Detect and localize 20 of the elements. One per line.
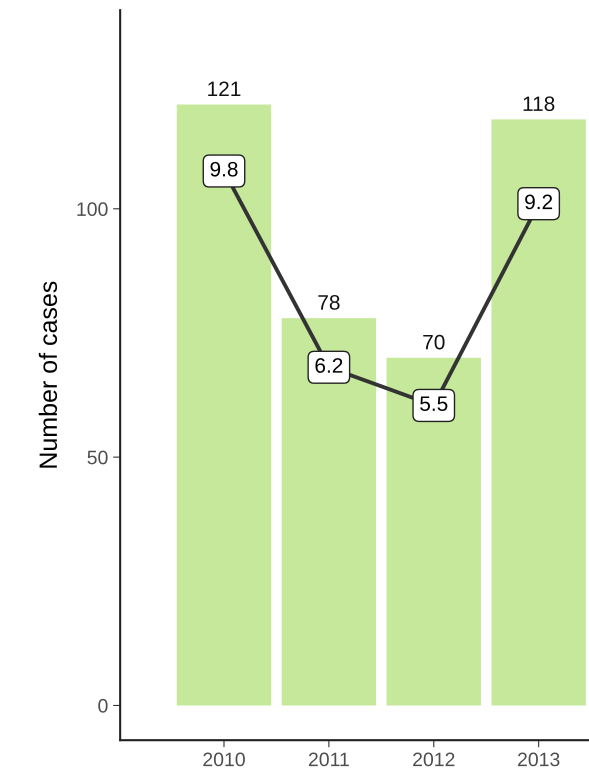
bar xyxy=(176,104,272,706)
bar xyxy=(282,318,376,706)
data-label: 9.2 xyxy=(525,194,552,210)
x-tick-label: 2013 xyxy=(518,752,560,766)
x-tick-label: 2010 xyxy=(203,752,245,766)
bar xyxy=(386,358,481,706)
data-label: 70 xyxy=(423,334,445,350)
data-label: 78 xyxy=(318,295,340,310)
data-label: 9.8 xyxy=(210,162,238,177)
y-tick-label: 100 xyxy=(77,202,108,216)
y-tick-label: 0 xyxy=(98,698,108,713)
data-label: 118 xyxy=(524,96,554,112)
y-tick-label: 50 xyxy=(88,450,108,464)
bar xyxy=(491,119,586,706)
x-tick-label: 2012 xyxy=(413,752,454,766)
y-axis-title: Number of cases xyxy=(38,282,58,468)
data-label: 121 xyxy=(208,81,240,96)
x-tick-label: 2011 xyxy=(308,752,349,766)
data-label: 5.5 xyxy=(420,396,448,412)
data-label: 6.2 xyxy=(315,358,342,373)
